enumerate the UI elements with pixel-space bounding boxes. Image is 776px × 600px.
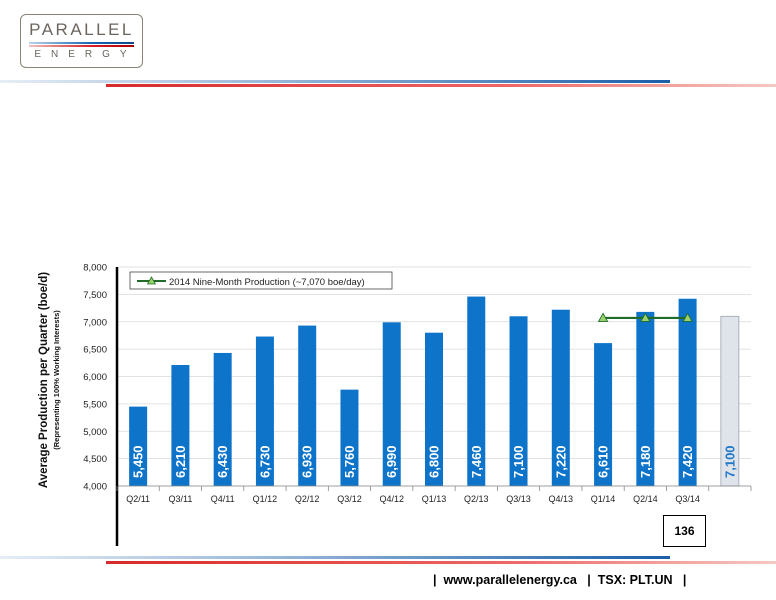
company-logo: PARALLEL ENERGY <box>20 14 143 68</box>
overlay-marker <box>682 312 693 322</box>
logo-stripe <box>29 42 134 47</box>
forecast-bar-label: 7,100 <box>722 445 737 478</box>
footer-ticker: TSX: PLT.UN <box>597 573 673 587</box>
x-tick-label: Q2/12 <box>295 494 320 504</box>
bar-value-label: 6,210 <box>173 445 188 478</box>
x-tick-label: Q1/13 <box>422 494 447 504</box>
bar-value-label: 6,610 <box>596 445 611 478</box>
y-axis-subtitle: (Representing 100% Working Interests) <box>52 310 61 450</box>
footer-website[interactable]: www.parallelenergy.ca <box>443 573 577 587</box>
bar-value-label: 6,930 <box>300 445 315 478</box>
x-tick-label: Q3/11 <box>168 494 192 504</box>
bar <box>298 325 317 486</box>
y-axis-title: Average Production per Quarter (boe/d) <box>38 272 50 488</box>
bar-value-label: 6,990 <box>384 445 399 478</box>
bar <box>551 309 570 486</box>
bar <box>509 316 528 486</box>
y-tick-label: 4,000 <box>83 482 107 493</box>
overlay-marker <box>640 312 651 322</box>
bar <box>382 322 401 486</box>
bar-value-label: 5,450 <box>131 445 146 478</box>
bar <box>636 311 655 486</box>
logo-wordmark-bottom: ENERGY <box>34 49 137 60</box>
bar <box>467 296 486 486</box>
x-tick-label: Q1/14 <box>591 494 616 504</box>
header-stripe-red <box>106 84 776 87</box>
bar-value-label: 6,430 <box>215 445 230 478</box>
footer-stripe-red <box>106 561 776 564</box>
bar <box>255 336 274 486</box>
x-tick-label: Q3/13 <box>506 494 531 504</box>
y-tick-label: 5,500 <box>83 399 107 410</box>
page-number-box: 136 <box>663 515 706 547</box>
x-tick-label: Q4/13 <box>549 494 574 504</box>
y-tick-label: 6,000 <box>83 372 107 383</box>
bar-value-label: 6,800 <box>427 445 442 478</box>
bar-value-label: 6,730 <box>257 445 272 478</box>
page-number: 136 <box>674 524 695 538</box>
chart-y-tick-labels: 4,000 4,500 5,000 5,500 6,000 6,500 7,000 7,500… <box>83 263 107 493</box>
logo-wordmark-top: PARALLEL <box>29 20 134 39</box>
x-tick-label: Q3/12 <box>337 494 362 504</box>
footer-bar: | www.parallelenergy.ca | TSX: PLT.UN | <box>433 573 687 587</box>
x-tick-label: Q4/12 <box>379 494 404 504</box>
chart-overlay-line <box>597 312 693 322</box>
x-tick-label: Q4/11 <box>211 494 235 504</box>
legend-box <box>129 271 393 290</box>
chart-bars <box>129 296 740 487</box>
bar <box>171 365 190 486</box>
x-tick-label: Q1/12 <box>253 494 278 504</box>
y-tick-label: 7,000 <box>83 317 107 328</box>
bar-value-label: 7,180 <box>638 445 653 478</box>
footer-stripe-blue <box>0 556 670 559</box>
chart-y-axis-label: Average Production per Quarter (boe/d) (… <box>38 272 61 488</box>
chart-bar-labels: 5,450 6,210 6,430 6,730 6,930 5,760 6,990 6,800… <box>131 445 738 478</box>
bar <box>340 389 359 486</box>
bar-value-label: 7,460 <box>469 445 484 478</box>
chart-axes <box>115 267 752 546</box>
chart-legend: 2014 Nine-Month Production (~7,070 boe/d… <box>129 271 393 290</box>
bar-value-label: 7,220 <box>553 445 568 478</box>
y-tick-label: 5,000 <box>83 427 107 438</box>
bar-value-label: 5,760 <box>342 445 357 478</box>
y-tick-label: 4,500 <box>83 454 107 465</box>
bar <box>425 332 443 486</box>
x-tick-label: Q2/11 <box>126 494 150 504</box>
legend-label: 2014 Nine-Month Production (~7,070 boe/d… <box>169 277 365 288</box>
bar <box>129 406 148 486</box>
overlay-marker <box>597 312 609 322</box>
legend-marker-swatch <box>146 276 157 285</box>
bar <box>678 298 697 486</box>
bar <box>213 352 232 486</box>
y-tick-label: 7,500 <box>83 290 107 301</box>
header-stripe-blue <box>0 80 670 83</box>
x-tick-label: Q2/13 <box>464 494 489 504</box>
x-tick-label: Q3/14 <box>675 494 700 504</box>
x-tick-label: Q2/14 <box>633 494 658 504</box>
bar <box>594 343 613 486</box>
y-tick-label: 6,500 <box>83 345 107 356</box>
bar-value-label: 7,100 <box>511 445 526 478</box>
y-tick-label: 8,000 <box>83 263 107 274</box>
bar-value-label: 7,420 <box>680 445 695 478</box>
chart-x-tick-labels: Q2/11 Q3/11 Q4/11 Q1/12 Q2/12 Q3/12 Q4/12 Q1/13… <box>126 494 700 504</box>
